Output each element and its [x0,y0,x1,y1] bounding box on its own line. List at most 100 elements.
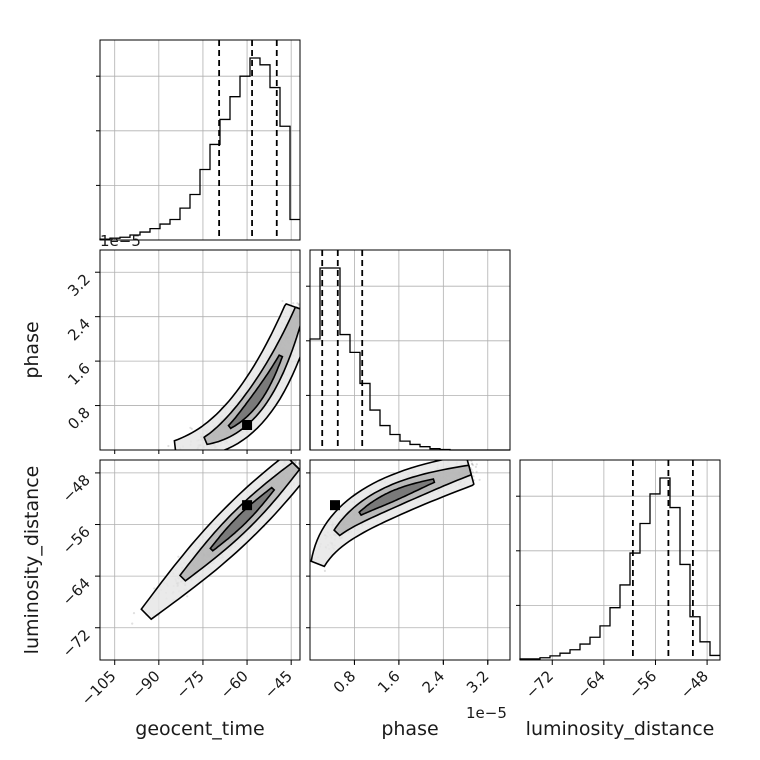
sample-point [472,475,475,478]
sample-point [458,457,460,459]
x-tick-label: 1.6 [374,667,404,697]
sample-point [300,462,302,464]
sample-point [281,299,284,303]
sample-point [323,569,326,573]
sample-point [296,302,299,305]
x-tick-label: −75 [173,667,208,702]
sample-point [304,330,306,332]
sample-point [307,308,309,310]
sample-point [301,320,303,322]
density-contour [209,486,276,552]
sample-point [301,466,303,468]
panel-frame [309,249,511,451]
sample-point [301,320,303,322]
panels [96,39,721,661]
sample-point [305,324,307,326]
x-tick-label: 0.8 [330,667,360,697]
y-tick-label: −48 [59,471,94,506]
x-axis-label: luminosity_distance [526,718,715,740]
y-tick-label: 1.6 [64,359,94,389]
sample-point [305,470,307,472]
sample-point [301,328,303,330]
sample-point [301,467,303,469]
x-tick-label: −90 [129,667,164,702]
y-tick-label: −72 [59,626,94,661]
joint-panel-phase-luminosity_distance [309,457,511,661]
sample-point [190,427,193,430]
sample-point [302,313,304,315]
density-contour [173,302,300,450]
histogram-step-luminosity_distance [519,477,720,660]
x-tick-label: −48 [677,667,712,702]
x-tick-label: 2.4 [419,667,449,697]
sample-point [303,322,305,324]
y-tick-label: 3.2 [64,270,94,300]
x-tick-label: −60 [217,667,252,702]
sample-point [304,306,306,308]
sample-point [300,460,302,462]
density-peak [242,500,253,511]
sample-point [302,327,304,329]
panel-frame [99,249,301,451]
sample-point [471,464,475,467]
y-tick-label: 0.8 [64,404,94,434]
y-tick-label: 2.4 [64,315,94,345]
sample-point [186,595,189,598]
offset-label: 1e−5 [466,704,507,722]
sample-point [306,307,308,309]
sample-point [153,587,156,590]
sample-point [189,426,192,429]
sample-point [302,325,304,327]
sample-point [475,463,478,466]
x-axis-label: phase [381,718,438,740]
sample-point [470,468,473,472]
sample-point [474,465,477,468]
sample-point [302,308,304,310]
x-axis-label: geocent_time [135,718,264,740]
sample-point [301,315,303,317]
joint-panel-geocent_time-luminosity_distance [99,457,307,661]
hist-panel-geocent_time [96,39,301,241]
y-tick-label: −64 [59,574,94,609]
sample-point [294,460,298,463]
sample-point [475,470,478,473]
histogram-step-geocent_time [99,57,300,240]
sample-point [294,461,297,464]
sample-point [297,462,300,465]
sample-point [302,305,304,307]
hist-panel-luminosity_distance [516,459,721,661]
sample-point [301,463,303,465]
density-peak [330,500,340,511]
sample-point [189,450,191,452]
sample-point [303,320,305,322]
sample-point [292,302,295,305]
histogram-step-phase [309,267,510,451]
sample-point [471,462,474,465]
sample-point [303,471,305,473]
sample-point [300,457,302,459]
sample-point [132,612,136,615]
sample-point [191,450,193,452]
panel-frame [99,459,301,661]
sample-point [301,313,303,315]
x-tick-label: 3.2 [463,667,493,697]
joint-panel-geocent_time-phase [99,249,309,452]
panel-frame [519,459,721,661]
sample-point [302,317,304,319]
sample-point [302,468,304,470]
x-tick-label: −105 [78,667,120,709]
x-tick-label: −56 [625,667,660,702]
y-tick-label: −56 [59,523,94,558]
sample-point [301,324,303,326]
panel-frame [309,459,511,661]
sample-point [302,463,304,465]
joint-content [167,299,309,452]
sample-point [297,303,300,306]
panel-frame [99,39,301,241]
density-contour [227,354,284,430]
sample-point [177,555,180,558]
x-tick-label: −64 [574,667,609,702]
sample-point [301,313,303,315]
x-tick-label: −45 [261,667,296,702]
